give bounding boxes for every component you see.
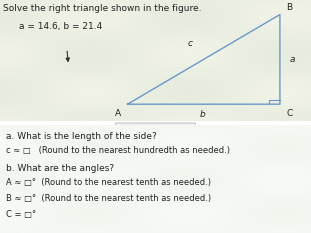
Text: . . .: . . . <box>150 125 161 131</box>
Text: B ≈ □°  (Round to the nearest tenth as needed.): B ≈ □° (Round to the nearest tenth as ne… <box>6 194 211 203</box>
Text: B: B <box>286 3 292 12</box>
Text: a. What is the length of the side?: a. What is the length of the side? <box>6 132 157 141</box>
Text: C = □°: C = □° <box>6 210 36 219</box>
Text: A ≈ □°  (Round to the nearest tenth as needed.): A ≈ □° (Round to the nearest tenth as ne… <box>6 178 211 187</box>
Text: c ≈ □   (Round to the nearest hundredth as needed.): c ≈ □ (Round to the nearest hundredth as… <box>6 146 230 155</box>
Text: a: a <box>289 55 295 64</box>
Text: C: C <box>286 109 292 118</box>
Text: Solve the right triangle shown in the figure.: Solve the right triangle shown in the fi… <box>3 4 202 13</box>
Text: a = 14.6, b = 21.4: a = 14.6, b = 21.4 <box>19 22 102 31</box>
FancyBboxPatch shape <box>115 123 196 133</box>
Text: b. What are the angles?: b. What are the angles? <box>6 164 114 173</box>
Text: c: c <box>188 39 193 48</box>
Text: b: b <box>199 110 205 119</box>
Text: A: A <box>115 109 121 118</box>
